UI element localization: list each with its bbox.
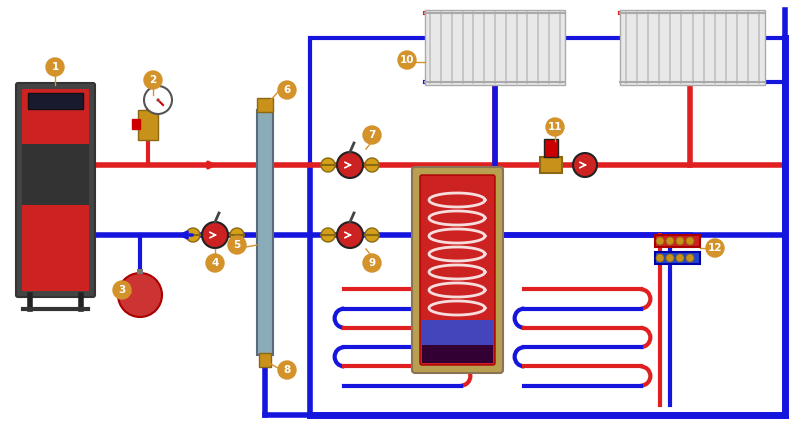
Circle shape bbox=[676, 237, 684, 245]
Circle shape bbox=[686, 254, 694, 262]
Circle shape bbox=[398, 51, 416, 69]
Text: 2: 2 bbox=[150, 75, 157, 85]
FancyBboxPatch shape bbox=[412, 167, 503, 373]
Text: 10: 10 bbox=[400, 55, 414, 65]
Bar bbox=[259, 353, 271, 367]
Circle shape bbox=[363, 126, 381, 144]
Circle shape bbox=[365, 228, 379, 242]
Bar bbox=[310, 38, 785, 415]
Text: 1: 1 bbox=[51, 62, 58, 72]
Bar bbox=[620, 10, 765, 85]
Circle shape bbox=[46, 58, 64, 76]
Circle shape bbox=[573, 153, 597, 177]
Bar bbox=[22, 205, 89, 291]
Circle shape bbox=[676, 254, 684, 262]
Text: 11: 11 bbox=[548, 122, 562, 132]
Bar bbox=[138, 110, 158, 140]
Circle shape bbox=[206, 254, 224, 272]
Text: 7: 7 bbox=[368, 130, 376, 140]
Bar bbox=[425, 10, 565, 85]
Bar bbox=[655, 235, 700, 247]
Bar bbox=[422, 345, 493, 363]
Text: 6: 6 bbox=[283, 85, 290, 95]
Circle shape bbox=[202, 222, 228, 248]
Circle shape bbox=[230, 228, 244, 242]
Circle shape bbox=[363, 254, 381, 272]
Bar bbox=[28, 93, 83, 109]
Circle shape bbox=[321, 158, 335, 172]
Text: 9: 9 bbox=[369, 258, 375, 268]
Circle shape bbox=[144, 86, 172, 114]
Bar bbox=[257, 98, 273, 112]
Bar bbox=[422, 320, 493, 360]
Bar bbox=[540, 157, 562, 173]
Circle shape bbox=[186, 228, 200, 242]
Text: 4: 4 bbox=[211, 258, 218, 268]
Text: 3: 3 bbox=[118, 285, 126, 295]
Circle shape bbox=[228, 236, 246, 254]
Circle shape bbox=[144, 71, 162, 89]
Circle shape bbox=[365, 158, 379, 172]
Text: 8: 8 bbox=[283, 365, 290, 375]
Circle shape bbox=[337, 152, 363, 178]
Circle shape bbox=[706, 239, 724, 257]
Bar bbox=[257, 110, 273, 355]
Circle shape bbox=[321, 228, 335, 242]
Bar bbox=[137, 269, 143, 274]
Text: 12: 12 bbox=[708, 243, 722, 253]
Circle shape bbox=[278, 81, 296, 99]
Bar bbox=[22, 144, 89, 205]
FancyBboxPatch shape bbox=[420, 175, 495, 365]
Circle shape bbox=[278, 361, 296, 379]
Circle shape bbox=[686, 237, 694, 245]
Circle shape bbox=[113, 281, 131, 299]
Circle shape bbox=[656, 237, 664, 245]
Circle shape bbox=[118, 273, 162, 317]
Text: 5: 5 bbox=[234, 240, 241, 250]
Circle shape bbox=[337, 222, 363, 248]
Bar bbox=[655, 252, 700, 264]
Bar bbox=[544, 139, 558, 157]
Bar bbox=[22, 89, 89, 144]
Circle shape bbox=[546, 118, 564, 136]
Circle shape bbox=[666, 254, 674, 262]
Bar bbox=[132, 119, 140, 129]
Text: o: o bbox=[156, 97, 160, 103]
Circle shape bbox=[656, 254, 664, 262]
FancyBboxPatch shape bbox=[16, 83, 95, 297]
Circle shape bbox=[666, 237, 674, 245]
